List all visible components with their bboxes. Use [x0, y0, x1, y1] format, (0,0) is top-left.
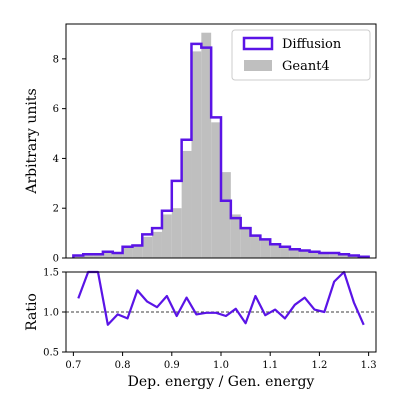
- geant4-bar: [161, 214, 172, 258]
- ratio-x-ticks: 0.7 0.8 0.9 1.0 1.1 1.2 1.3: [65, 352, 377, 371]
- legend-swatch-geant4: [244, 60, 272, 71]
- geant4-bar: [329, 254, 340, 258]
- ratio-y-axis-label: Ratio: [24, 293, 40, 331]
- ratio-y-tick-label: 1.0: [43, 308, 59, 319]
- geant4-bar: [260, 239, 271, 258]
- ratio-panel: 0.5 1.0 1.5 0.7 0.8 0.9 1.0 1.1 1.2 1.3 Ratio De…: [24, 268, 377, 391]
- geant4-bar: [289, 249, 300, 258]
- geant4-bars: [73, 32, 369, 258]
- ratio-y-tick-label: 1.5: [43, 268, 59, 279]
- geant4-bar: [299, 250, 310, 258]
- x-tick-label: 1.1: [262, 360, 278, 371]
- x-tick-label: 1.3: [361, 360, 377, 371]
- geant4-bar: [122, 247, 133, 258]
- geant4-bar: [270, 244, 281, 258]
- x-tick-label: 0.8: [115, 360, 131, 371]
- ratio-line: [77, 270, 365, 326]
- x-tick-label: 0.9: [164, 360, 180, 371]
- histogram-y-tick-label: 6: [53, 104, 59, 115]
- legend-label-diffusion: Diffusion: [282, 37, 342, 52]
- x-tick-label: 1.0: [213, 360, 229, 371]
- geant4-bar: [230, 214, 241, 258]
- geant4-bar: [102, 252, 113, 258]
- geant4-bar: [112, 252, 123, 258]
- histogram-y-tick-label: 4: [53, 154, 59, 165]
- geant4-bar: [181, 150, 192, 258]
- legend: Diffusion Geant4: [231, 29, 371, 81]
- geant4-bar: [240, 226, 251, 258]
- geant4-bar: [319, 253, 330, 258]
- geant4-bar: [132, 244, 143, 258]
- legend-label-geant4: Geant4: [282, 59, 330, 74]
- geant4-bar: [309, 251, 320, 258]
- geant4-bar: [339, 255, 349, 258]
- x-tick-label: 1.2: [311, 360, 327, 371]
- diffusion-step-line: [72, 42, 370, 259]
- geant4-bar: [191, 51, 202, 258]
- geant4-bar: [280, 248, 290, 258]
- histogram-y-tick-label: 2: [53, 204, 59, 215]
- geant4-bar: [171, 208, 182, 258]
- geant4-bar: [142, 236, 153, 258]
- geant4-bar: [221, 172, 231, 258]
- ratio-y-ticks: 0.5 1.0 1.5: [43, 268, 66, 359]
- geant4-bar: [250, 234, 261, 258]
- histogram-y-ticks: 0 2 4 6 8: [53, 54, 66, 265]
- geant4-bar: [83, 255, 94, 258]
- geant4-bar: [201, 32, 212, 258]
- geant4-bar: [152, 231, 162, 258]
- ratio-y-tick-label: 0.5: [43, 348, 59, 359]
- histogram-y-tick-label: 8: [53, 54, 59, 65]
- histogram-plot-frame: [65, 23, 377, 259]
- x-axis-label: Dep. energy / Gen. energy: [128, 374, 315, 390]
- legend-swatch-diffusion: [242, 36, 274, 51]
- x-tick-label: 0.7: [65, 360, 81, 371]
- histogram-panel: 0 2 4 6 8 Arbitrary units Diffusion Geant4: [24, 23, 377, 265]
- geant4-bar: [73, 256, 84, 258]
- histogram-y-axis-label: Arbitrary units: [24, 88, 40, 194]
- histogram-y-tick-label: 0: [53, 254, 59, 265]
- geant4-bar: [211, 122, 221, 258]
